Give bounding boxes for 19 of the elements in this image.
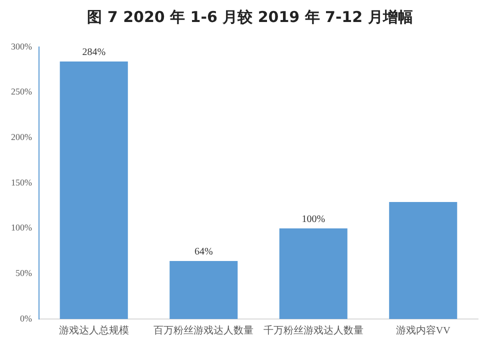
bar <box>279 228 348 319</box>
y-tick-label: 50% <box>15 268 32 278</box>
data-label: 284% <box>82 47 106 58</box>
y-tick-label: 200% <box>10 132 32 142</box>
bar <box>60 62 128 319</box>
x-tick-label: 游戏达人总规模 <box>58 324 129 337</box>
x-tick-label: 游戏内容VV <box>396 324 452 337</box>
data-label: 100% <box>302 214 326 225</box>
bar <box>389 202 458 319</box>
bar <box>170 260 238 319</box>
y-tick-label: 100% <box>10 222 32 233</box>
x-tick-label: 百万粉丝游戏达人数量 <box>154 324 254 337</box>
y-tick-label: 300% <box>10 41 32 52</box>
x-tick-label: 千万粉丝游戏达人数量 <box>263 324 364 337</box>
y-tick-label: 250% <box>10 86 32 97</box>
y-tick-label: 0% <box>20 313 32 324</box>
data-label: 64% <box>194 246 213 258</box>
y-tick-label: 150% <box>10 177 32 188</box>
chart-title: 图 7 2020 年 1-6 月较 2019 年 7-12 月增幅 <box>86 8 414 27</box>
